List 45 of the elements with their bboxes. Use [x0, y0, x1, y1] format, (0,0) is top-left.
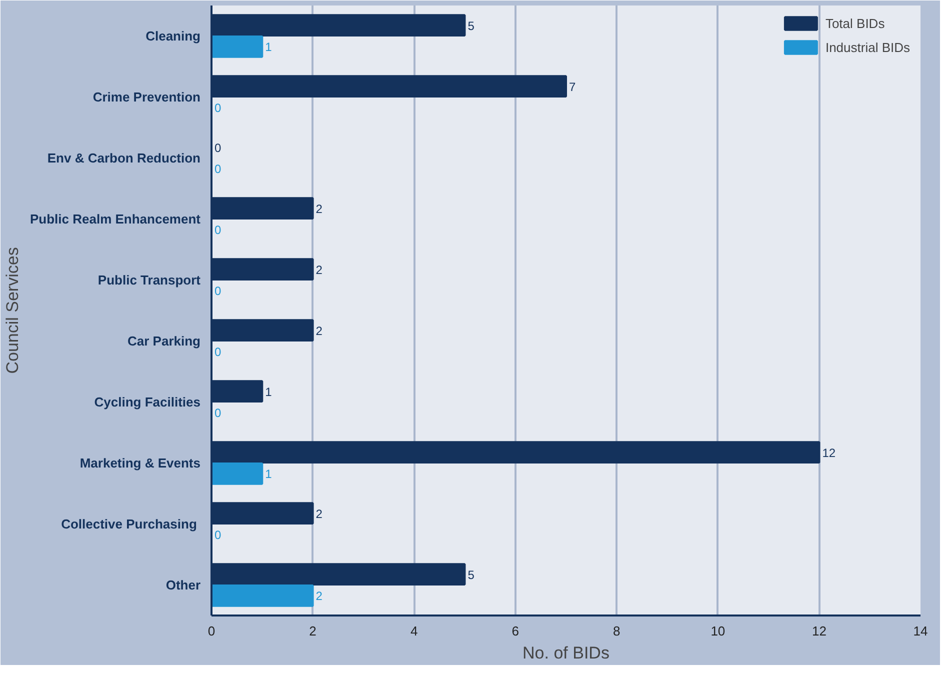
x-tick-label: 14: [913, 624, 928, 638]
x-tick-label: 2: [309, 624, 316, 638]
data-label: 2: [316, 589, 323, 604]
y-tick-label: Car Parking: [128, 334, 201, 348]
data-label: 0: [214, 223, 222, 238]
data-label: 2: [316, 202, 323, 216]
x-tick-label: 6: [512, 624, 519, 638]
x-tick-label: 12: [812, 624, 826, 638]
data-label: 1: [265, 384, 272, 399]
data-label: 5: [468, 18, 475, 33]
y-tick-label: Env & Carbon Reduction: [47, 150, 201, 166]
x-axis-title: No. of BIDs: [522, 644, 610, 662]
data-label: 1: [265, 467, 272, 482]
x-tick-label: 0: [208, 624, 216, 638]
data-label: 0: [214, 101, 222, 116]
data-label: 0: [214, 140, 222, 155]
y-tick-label: Marketing & Events: [80, 456, 201, 470]
data-label: 2: [316, 262, 323, 277]
data-label: 0: [214, 284, 222, 298]
y-tick-label: Other: [166, 578, 200, 592]
x-tick-label: 10: [710, 624, 726, 638]
x-tick-label: 8: [613, 624, 620, 638]
bar: [212, 462, 264, 485]
data-label: 0: [214, 162, 222, 176]
data-label: 12: [822, 446, 836, 460]
y-tick-label: Public Realm Enhancement: [30, 212, 202, 226]
bar: [212, 36, 264, 58]
y-tick-label: Public Transport: [98, 272, 202, 288]
data-label: 0: [214, 528, 222, 542]
legend-label: Total BIDs: [825, 16, 885, 30]
data-label: 7: [569, 80, 576, 94]
y-tick-label: Collective Purchasing: [61, 516, 197, 532]
data-label: 2: [316, 506, 323, 521]
y-tick-label: Cycling Facilities: [94, 394, 200, 410]
y-tick-label: Cleaning: [146, 28, 201, 44]
y-axis-title: Council Services: [3, 247, 22, 374]
bar: [212, 584, 314, 607]
data-label: 2: [316, 324, 323, 338]
data-label: 5: [468, 568, 475, 582]
data-label: 1: [265, 40, 272, 54]
data-label: 0: [214, 345, 222, 360]
data-label: 0: [214, 406, 222, 420]
legend-label: Industrial BIDs: [825, 40, 910, 54]
y-tick-label: Crime Prevention: [92, 90, 201, 104]
x-tick-label: 4: [410, 624, 418, 638]
